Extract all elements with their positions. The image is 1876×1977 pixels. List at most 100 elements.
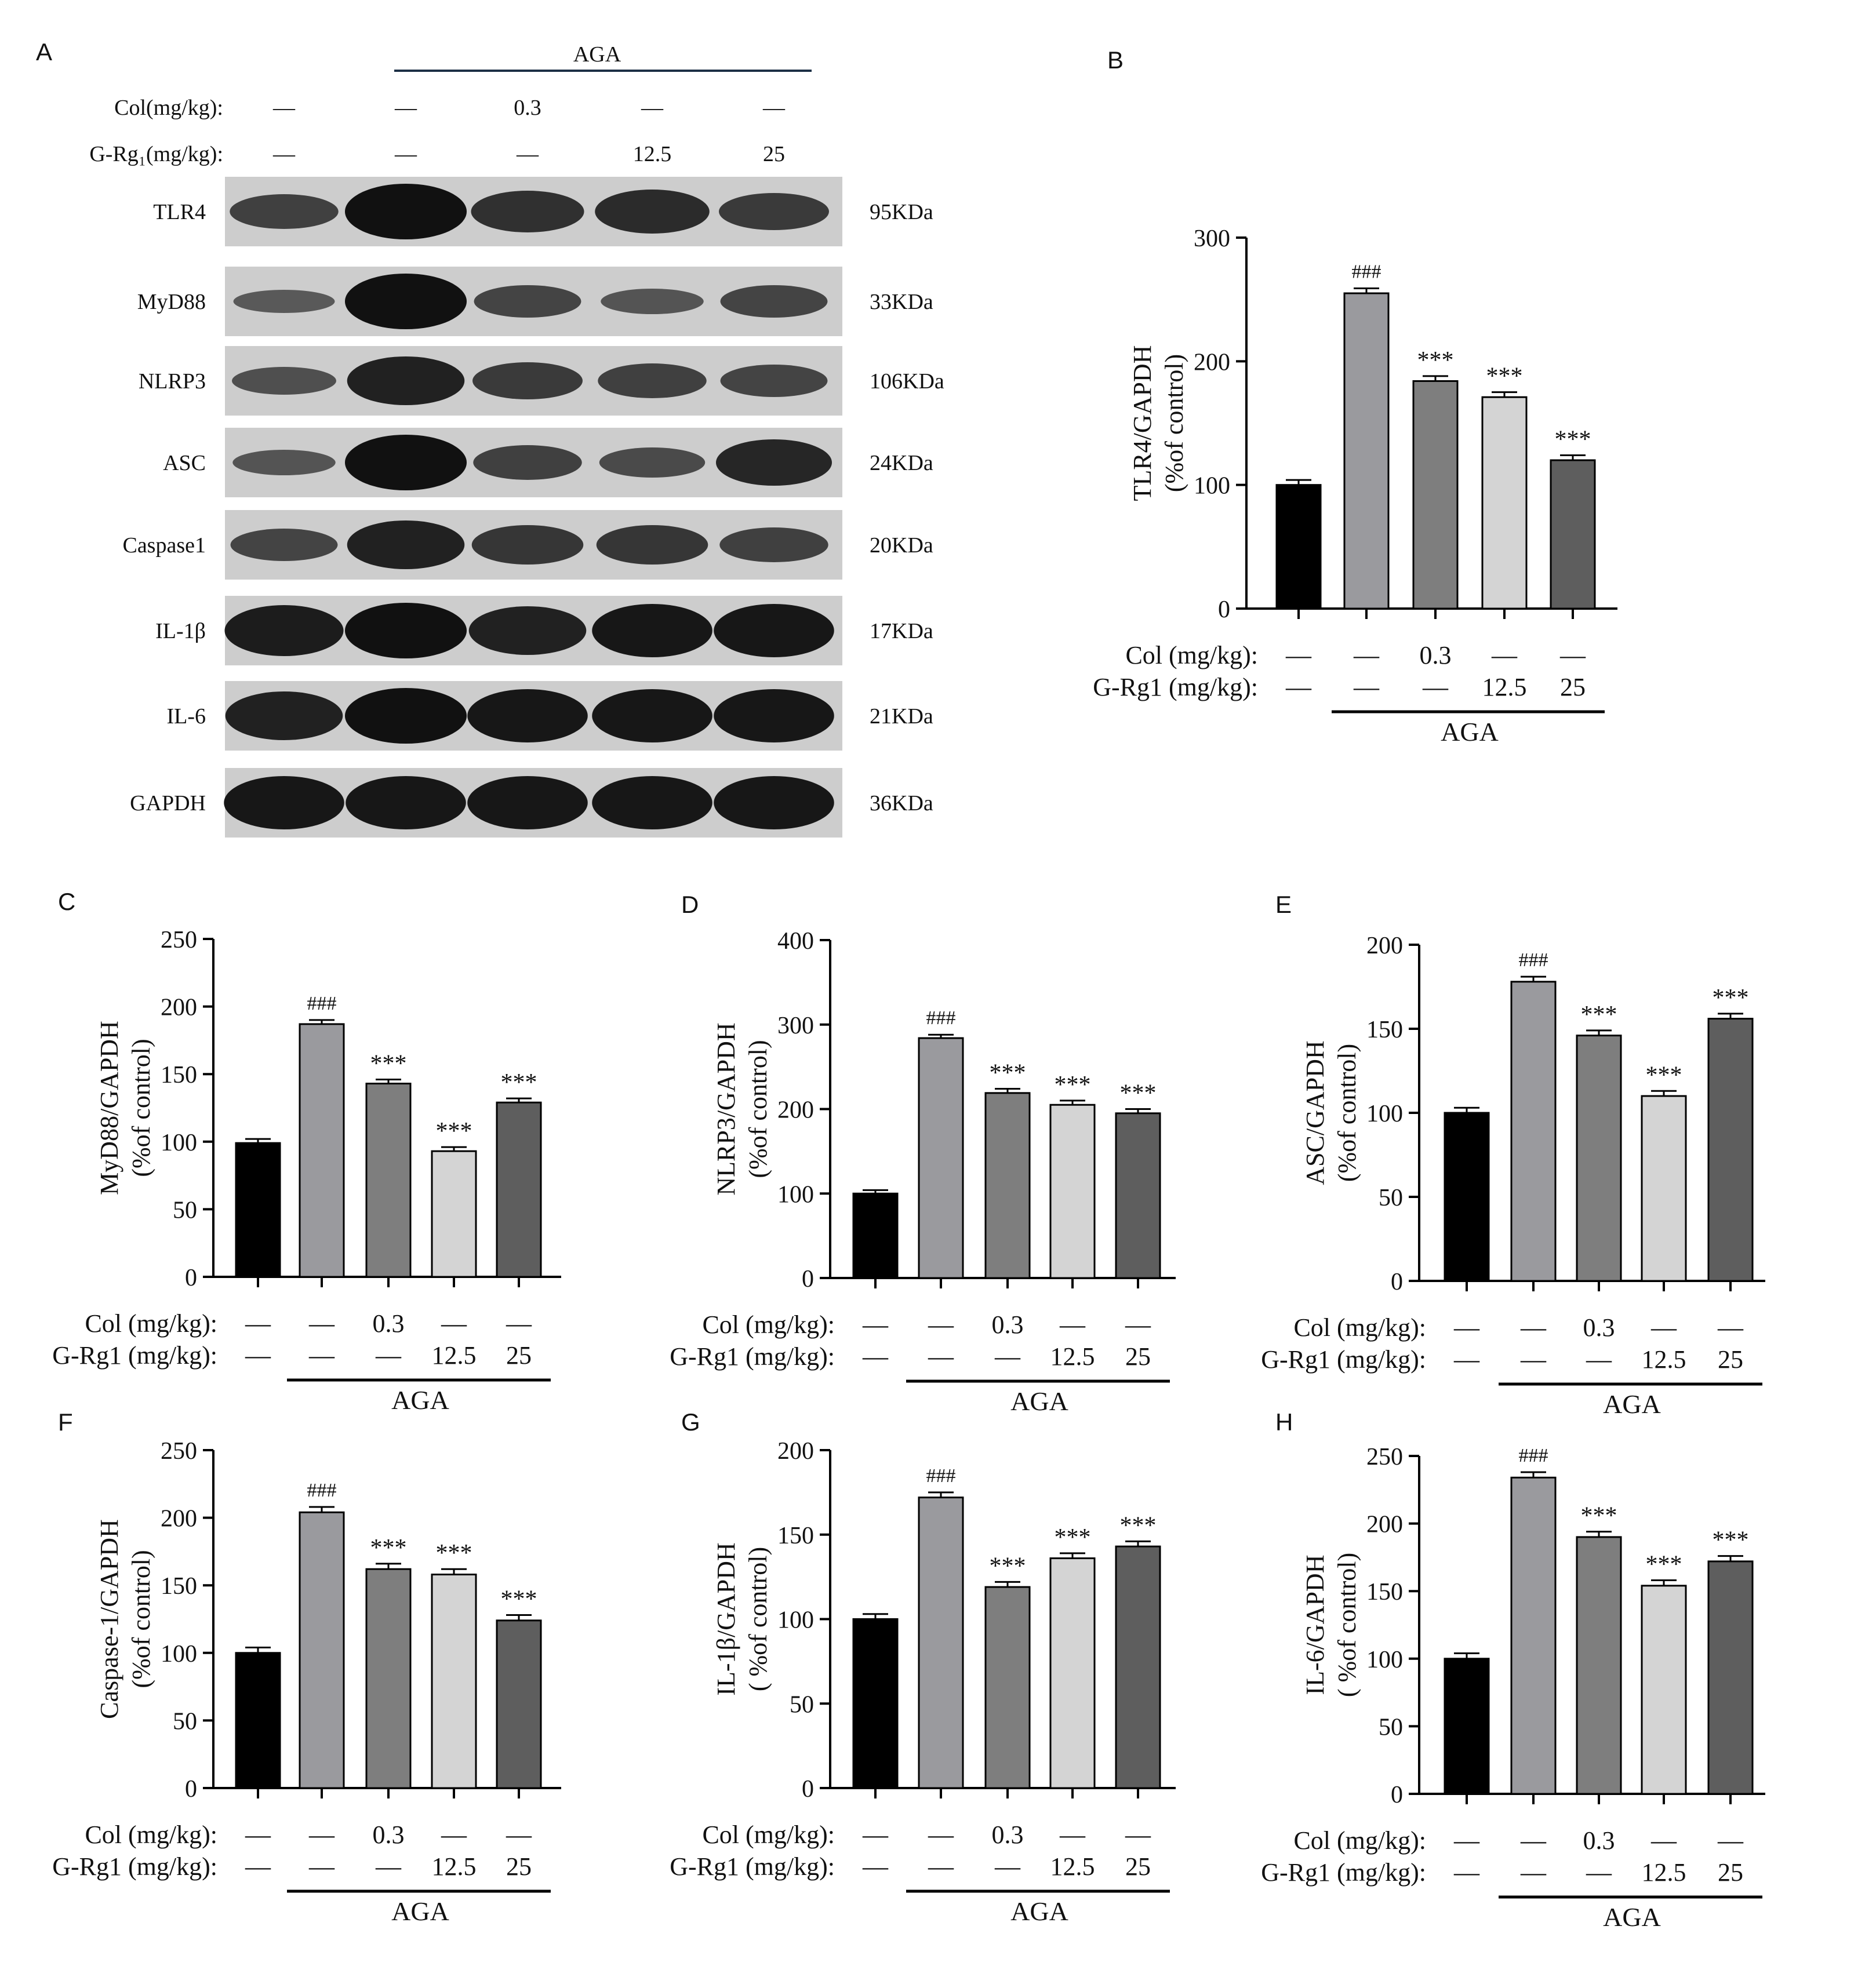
rg-dose-label: G-Rg1 (mg/kg):: [670, 1342, 835, 1371]
protein-band: [592, 604, 712, 657]
bar: [1343, 292, 1390, 610]
y-tick-label: 100: [161, 1130, 197, 1156]
bar: [431, 1150, 477, 1278]
bar: [1707, 1560, 1754, 1795]
bar: [1444, 1112, 1490, 1282]
col-dose-label: Col (mg/kg):: [1293, 1826, 1426, 1855]
bar: [1115, 1545, 1161, 1789]
protein-band: [714, 776, 834, 829]
bar: [235, 1652, 281, 1789]
significance-label: ***: [1486, 363, 1523, 390]
col-dose-value: —: [1125, 1310, 1151, 1339]
aga-label: AGA: [1441, 717, 1499, 747]
rg-dose-value: —: [245, 1852, 271, 1881]
bar: [1115, 1112, 1161, 1279]
col-dose-value: —: [1285, 641, 1312, 669]
panel-letter-a: A: [36, 38, 52, 65]
y-tick-label: 50: [173, 1708, 197, 1735]
y-tick-label: 0: [802, 1266, 814, 1292]
protein-band: [224, 776, 344, 829]
significance-label: ###: [307, 993, 337, 1014]
y-tick-label: 50: [1379, 1185, 1403, 1211]
significance-label: ***: [1120, 1080, 1157, 1107]
protein-band: [719, 527, 828, 562]
rg-dose-value: 12.5: [1050, 1852, 1095, 1881]
y-tick-label: 100: [161, 1641, 197, 1667]
y-tick-label: 150: [161, 1062, 197, 1088]
significance-label: ***: [436, 1118, 472, 1145]
col-dose-value: —: [862, 1310, 889, 1339]
protein-band: [345, 435, 467, 490]
aga-label: AGA: [1010, 1386, 1068, 1416]
panel-letter: G: [681, 1408, 700, 1436]
bar: [1049, 1104, 1096, 1279]
molecular-weight-label: 24KDa: [870, 451, 933, 475]
panel-letter: E: [1275, 891, 1292, 918]
protein-band: [345, 184, 467, 239]
protein-band: [595, 190, 710, 234]
col-dose-value: —: [308, 1309, 335, 1338]
chart-c: C 0 50 100 150 200 250 MyD88/GAPDH (%of control)…: [52, 888, 561, 1415]
y-axis-label-unit: (%of control): [1160, 354, 1188, 492]
protein-band: [232, 367, 336, 395]
y-tick-label: 300: [1194, 225, 1230, 252]
y-tick-label: 400: [777, 928, 814, 955]
bar: [918, 1497, 964, 1789]
chart-d: D 0 100 200 300 400 NLRP3/GAPDH (%of control) ##…: [670, 891, 1176, 1416]
y-tick-label: 200: [1366, 1512, 1403, 1538]
protein-band: [346, 776, 466, 829]
rg-dose-value: —: [308, 1852, 335, 1881]
y-axis-label: IL-6/GAPDH: [1301, 1555, 1329, 1695]
col-dose-value: —: [641, 96, 664, 120]
y-tick-label: 150: [1366, 1017, 1403, 1043]
rg-dose-value: —: [1586, 1858, 1612, 1887]
y-tick-label: 150: [1366, 1579, 1403, 1605]
rg-dose-value: —: [375, 1852, 402, 1881]
significance-label: ***: [1055, 1072, 1091, 1098]
bar: [852, 1192, 899, 1279]
col-dose-value: —: [394, 96, 417, 120]
rg-dose-value: —: [994, 1342, 1021, 1371]
rg-dose-value: 12.5: [432, 1341, 477, 1370]
bar: [984, 1586, 1031, 1789]
protein-band: [720, 285, 828, 318]
significance-label: ***: [1555, 426, 1591, 453]
y-tick-label: 0: [1218, 596, 1230, 623]
rg-dose-value: 25: [1125, 1852, 1151, 1881]
panel-letter: D: [681, 891, 699, 918]
significance-label: ***: [1713, 1527, 1749, 1554]
significance-label: ***: [1646, 1552, 1682, 1578]
protein-band: [467, 776, 588, 829]
protein-label: IL-6: [166, 704, 206, 729]
protein-band: [345, 603, 467, 658]
y-tick-label: 200: [777, 1438, 814, 1465]
col-dose-label: Col (mg/kg):: [1125, 641, 1258, 669]
bar: [235, 1142, 281, 1278]
rg-dose-value: 25: [1718, 1858, 1743, 1887]
y-axis-label-unit: (%of control): [1333, 1044, 1361, 1182]
col-dose-label: Col (mg/kg):: [85, 1821, 217, 1849]
y-tick-label: 100: [1366, 1647, 1403, 1673]
col-dose-label: Col (mg/kg):: [1293, 1313, 1426, 1342]
y-tick-label: 250: [161, 1438, 197, 1465]
molecular-weight-label: 33KDa: [870, 290, 933, 314]
aga-label: AGA: [391, 1896, 449, 1926]
rg-dose-value: —: [994, 1852, 1021, 1881]
protein-band: [596, 525, 708, 565]
col-dose-label: Col(mg/kg):: [114, 96, 223, 120]
protein-band: [599, 447, 706, 478]
rg-dose-value: —: [516, 142, 539, 166]
rg-dose-value: —: [308, 1341, 335, 1370]
molecular-weight-label: 106KDa: [870, 369, 944, 394]
col-dose-value: —: [1059, 1310, 1086, 1339]
significance-label: ***: [990, 1553, 1026, 1579]
protein-band: [467, 689, 588, 742]
molecular-weight-label: 21KDa: [870, 704, 933, 729]
rg-dose-value: —: [928, 1342, 954, 1371]
rg-dose-value: —: [1285, 673, 1312, 701]
col-dose-label: Col (mg/kg):: [702, 1310, 835, 1339]
protein-band: [601, 289, 704, 314]
rg-dose-value: —: [245, 1341, 271, 1370]
